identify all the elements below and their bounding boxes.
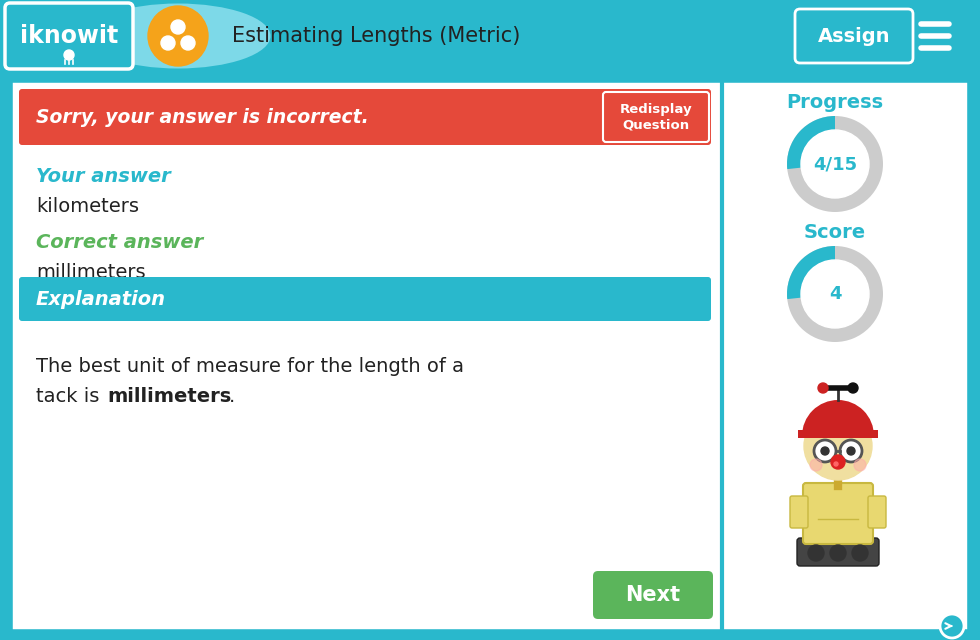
Circle shape	[847, 447, 855, 455]
FancyBboxPatch shape	[19, 89, 711, 145]
FancyBboxPatch shape	[803, 483, 873, 544]
FancyBboxPatch shape	[0, 0, 980, 72]
FancyBboxPatch shape	[5, 3, 133, 69]
FancyBboxPatch shape	[797, 538, 879, 566]
FancyBboxPatch shape	[19, 277, 711, 321]
FancyBboxPatch shape	[10, 80, 970, 632]
Wedge shape	[787, 116, 835, 169]
Circle shape	[831, 455, 845, 469]
Text: Next: Next	[625, 585, 680, 605]
Circle shape	[801, 130, 869, 198]
Circle shape	[171, 20, 185, 34]
Circle shape	[852, 545, 868, 561]
Wedge shape	[787, 116, 883, 212]
Ellipse shape	[85, 3, 270, 68]
Text: Estimating Lengths (Metric): Estimating Lengths (Metric)	[232, 26, 520, 46]
Text: Assign: Assign	[817, 26, 890, 45]
Circle shape	[161, 36, 175, 50]
Text: Progress: Progress	[786, 93, 884, 111]
Text: millimeters: millimeters	[36, 262, 146, 282]
FancyBboxPatch shape	[798, 430, 878, 438]
Circle shape	[834, 462, 838, 466]
Text: Your answer: Your answer	[36, 166, 171, 186]
FancyBboxPatch shape	[868, 496, 886, 528]
Text: 4/15: 4/15	[813, 155, 858, 173]
Circle shape	[821, 447, 829, 455]
Circle shape	[840, 440, 862, 462]
Circle shape	[148, 6, 208, 66]
Circle shape	[830, 545, 846, 561]
Circle shape	[64, 50, 74, 60]
Circle shape	[814, 440, 836, 462]
Circle shape	[801, 260, 869, 328]
FancyBboxPatch shape	[603, 92, 709, 142]
Circle shape	[940, 614, 964, 638]
Text: Sorry, your answer is incorrect.: Sorry, your answer is incorrect.	[36, 108, 368, 127]
Circle shape	[810, 459, 822, 471]
Circle shape	[181, 36, 195, 50]
Text: 4: 4	[829, 285, 841, 303]
Wedge shape	[802, 400, 874, 436]
Text: Correct answer: Correct answer	[36, 232, 203, 252]
Text: iknowit: iknowit	[20, 24, 119, 48]
Circle shape	[818, 383, 828, 393]
Circle shape	[804, 412, 872, 480]
FancyBboxPatch shape	[593, 571, 713, 619]
Wedge shape	[787, 246, 883, 342]
Wedge shape	[787, 246, 835, 299]
Text: tack is: tack is	[36, 387, 106, 406]
Text: Redisplay
Question: Redisplay Question	[619, 103, 692, 131]
Text: .: .	[229, 387, 235, 406]
Text: The best unit of measure for the length of a: The best unit of measure for the length …	[36, 356, 464, 376]
Text: kilometers: kilometers	[36, 196, 139, 216]
Text: Explanation: Explanation	[36, 289, 166, 308]
Circle shape	[854, 459, 866, 471]
Text: Score: Score	[804, 223, 866, 241]
Circle shape	[808, 545, 824, 561]
Text: millimeters: millimeters	[107, 387, 231, 406]
Circle shape	[848, 383, 858, 393]
FancyBboxPatch shape	[790, 496, 808, 528]
